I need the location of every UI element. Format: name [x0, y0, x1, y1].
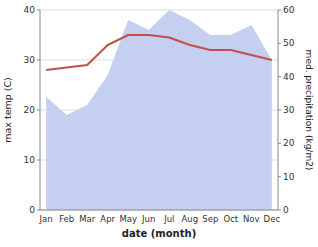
chart: 0 10 20 30 40 0 10 20 30 40 50 60 Jan Feb Mar Apr May Jun… — [0, 0, 318, 247]
x-tick-label: Feb — [59, 214, 74, 224]
grid-line — [40, 10, 278, 11]
y2-tick — [278, 76, 281, 77]
y2-tick — [278, 10, 281, 11]
y2-tick — [278, 43, 281, 44]
grid-line — [40, 210, 278, 211]
y2-tick-label: 40 — [283, 72, 295, 82]
x-tick-label: Mar — [79, 214, 96, 224]
y-tick — [37, 110, 40, 111]
y2-tick-label: 0 — [283, 205, 289, 215]
x-tick-label: Dec — [264, 214, 281, 224]
x-axis-line — [40, 210, 278, 211]
plot-area — [46, 10, 272, 210]
y2-tick-label: 10 — [283, 172, 295, 182]
area — [46, 10, 272, 210]
x-tick-label: Nov — [243, 214, 260, 224]
y2-tick-label: 30 — [283, 105, 295, 115]
y-tick — [37, 10, 40, 11]
y2-axis-title: med. precipitation (kg/m2) — [304, 50, 314, 171]
line — [46, 35, 272, 70]
x-axis-title: date (month) — [122, 228, 196, 239]
y2-tick — [278, 143, 281, 144]
x-tick-label: Jul — [163, 214, 174, 224]
y2-tick-label: 20 — [283, 138, 295, 148]
axes: 0 10 20 30 40 0 10 20 30 40 50 60 Jan Feb Mar Apr May Jun… — [24, 5, 295, 224]
y2-tick — [278, 176, 281, 177]
y-tick — [37, 160, 40, 161]
y-tick-label: 20 — [24, 105, 36, 115]
y-tick-label: 0 — [29, 205, 35, 215]
x-tick-label: Oct — [223, 214, 238, 224]
x-tick-label: Apr — [100, 214, 115, 224]
y2-tick-label: 50 — [283, 38, 295, 48]
x-tick-label: Jan — [39, 214, 53, 224]
y-tick — [37, 60, 40, 61]
y2-tick — [278, 210, 281, 211]
y2-tick — [278, 110, 281, 111]
x-tick-label: Aug — [181, 214, 198, 224]
y2-tick-label: 60 — [283, 5, 295, 15]
x-tick-label: Jun — [141, 214, 155, 224]
y-tick-label: 30 — [24, 55, 36, 65]
x-tick-label: Sep — [202, 214, 218, 224]
y-tick-label: 10 — [24, 155, 36, 165]
x-tick-label: May — [119, 214, 137, 224]
y-tick — [37, 210, 40, 211]
y-tick-label: 40 — [24, 5, 36, 15]
grid — [40, 10, 278, 210]
y-axis-title: max temp (C) — [2, 77, 13, 143]
